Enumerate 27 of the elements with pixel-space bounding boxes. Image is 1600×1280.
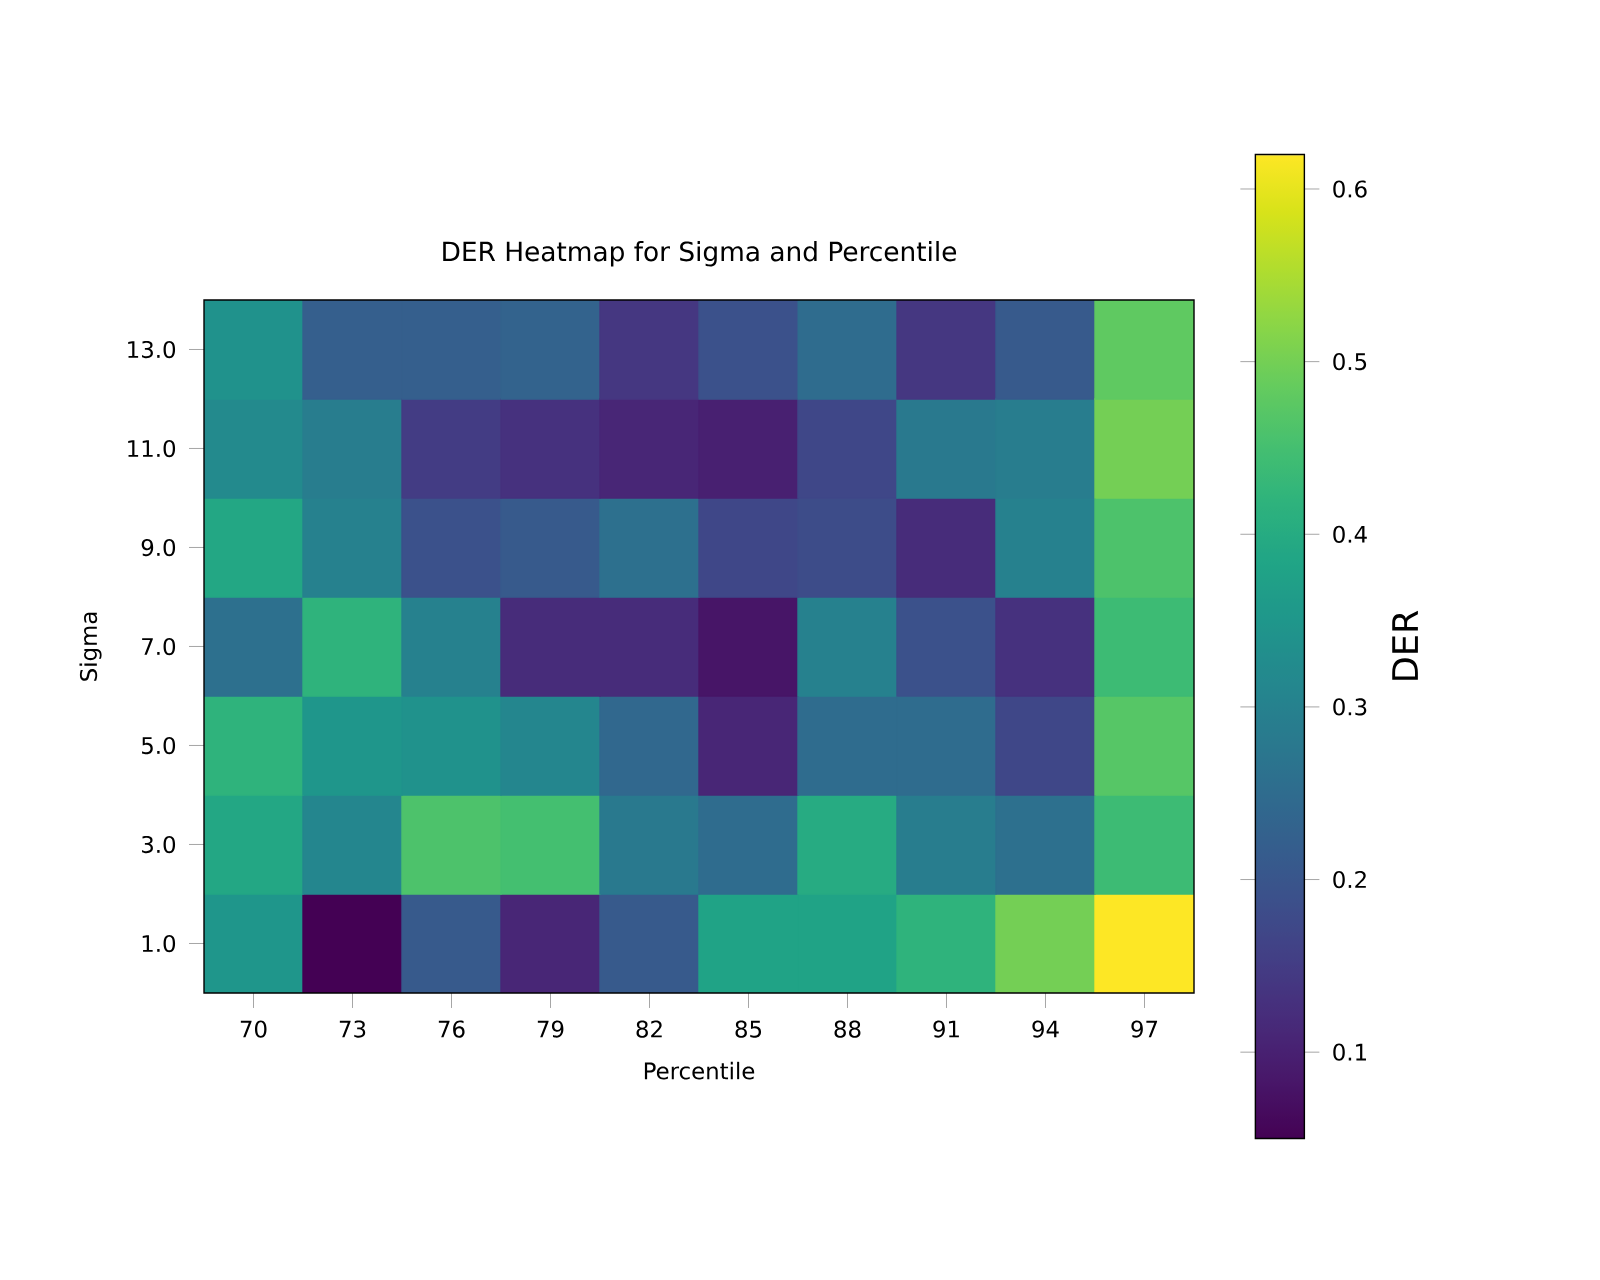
x-tick-label: 91 <box>933 1020 959 1038</box>
y-tick-label: 9.0 <box>141 538 176 557</box>
color-bar-title: DER <box>1392 610 1418 680</box>
chart-title: DER Heatmap for Sigma and Percentile <box>443 240 957 267</box>
y-tick-label: 5.0 <box>142 736 176 755</box>
color-bar-label: 0.4 <box>1333 525 1367 543</box>
color-bar-label: 0.3 <box>1333 698 1367 716</box>
x-tick-label: 79 <box>537 1020 564 1038</box>
y-tick-label: 1.0 <box>142 934 176 953</box>
y-axis-title: Sigma <box>79 612 102 681</box>
x-tick-label: 94 <box>1032 1020 1059 1038</box>
x-tick-label: 73 <box>339 1020 366 1038</box>
x-tick-label: 97 <box>1131 1020 1158 1038</box>
y-tick-label: 13.0 <box>128 340 176 359</box>
x-tick-label: 88 <box>834 1020 861 1038</box>
y-tick-label: 11.0 <box>128 439 176 458</box>
y-tick-label: 7.0 <box>142 637 176 656</box>
x-tick-label: 76 <box>438 1020 465 1038</box>
x-tick-label: 85 <box>735 1020 762 1038</box>
color-bar-label: 0.1 <box>1333 1043 1366 1061</box>
color-bar-label: 0.2 <box>1333 870 1366 889</box>
x-axis-title: Percentile <box>644 1061 755 1080</box>
color-bar-label: 0.6 <box>1333 180 1367 198</box>
x-tick-label: 70 <box>240 1020 267 1038</box>
x-tick-label: 82 <box>636 1020 662 1038</box>
y-tick-label: 3.0 <box>142 835 176 854</box>
color-bar-label: 0.5 <box>1333 353 1367 371</box>
